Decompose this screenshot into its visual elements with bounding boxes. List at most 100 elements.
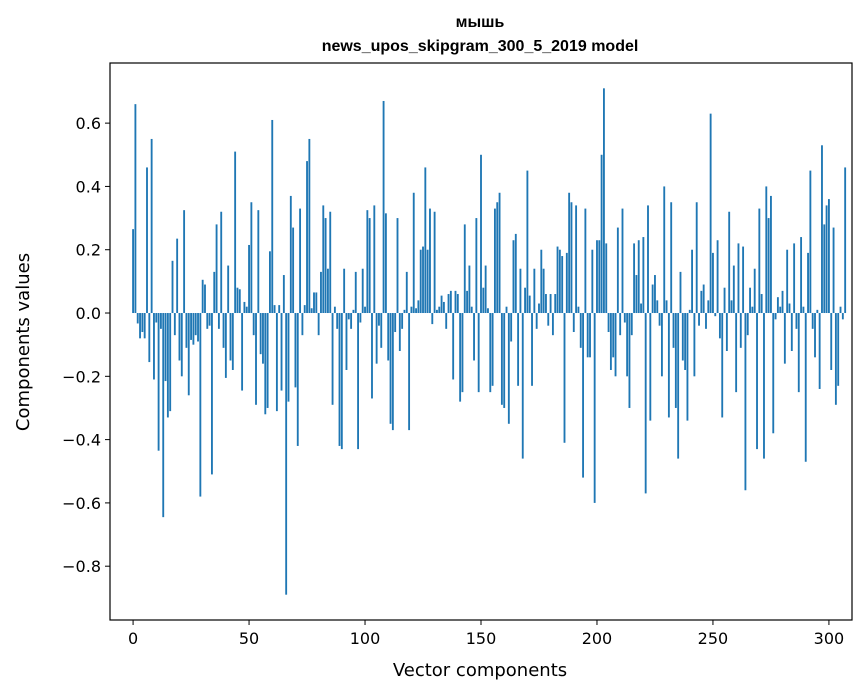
- bar: [746, 313, 749, 336]
- bar: [538, 303, 540, 314]
- bar: [507, 313, 510, 424]
- bar: [505, 306, 508, 314]
- bar: [336, 313, 339, 329]
- bar: [753, 268, 756, 314]
- bar: [452, 313, 455, 380]
- bar: [192, 313, 195, 345]
- bar: [721, 313, 724, 418]
- bar: [577, 306, 580, 314]
- bar: [811, 313, 814, 329]
- bar: [378, 313, 380, 326]
- bar: [287, 313, 290, 402]
- bar: [217, 313, 220, 329]
- bar: [266, 313, 269, 408]
- bar: [570, 202, 573, 314]
- bar: [825, 205, 828, 314]
- bar: [280, 313, 283, 391]
- bar: [285, 313, 288, 595]
- bar: [790, 313, 793, 351]
- bar: [146, 167, 148, 314]
- bar: [839, 306, 842, 314]
- bar: [837, 313, 840, 386]
- y-tick-label: −0.4: [62, 431, 101, 450]
- bar: [350, 313, 353, 329]
- bar: [674, 313, 677, 408]
- bar: [781, 290, 784, 314]
- bar: [779, 306, 782, 314]
- bar: [714, 313, 717, 317]
- bar: [818, 313, 821, 389]
- bar: [173, 313, 176, 336]
- plot-frame: [109, 62, 853, 621]
- bar: [352, 309, 355, 314]
- bar: [475, 218, 478, 314]
- bar: [166, 313, 169, 418]
- bar: [535, 313, 538, 329]
- bar: [725, 313, 728, 351]
- bar: [786, 249, 789, 314]
- y-tick-label: −0.6: [62, 494, 101, 513]
- bar: [767, 218, 770, 314]
- bar: [691, 249, 693, 314]
- bar: [366, 210, 369, 314]
- bar: [410, 306, 413, 314]
- bar: [227, 265, 230, 314]
- bar: [510, 313, 513, 342]
- bar: [408, 313, 411, 431]
- bar: [751, 306, 754, 314]
- x-tick-label: 300: [814, 629, 845, 648]
- bar: [591, 249, 594, 314]
- bar: [814, 313, 816, 358]
- bar: [157, 313, 160, 451]
- bar: [809, 170, 812, 314]
- bar: [449, 290, 452, 314]
- bar: [556, 246, 559, 314]
- bar: [248, 244, 250, 314]
- bar: [136, 313, 139, 324]
- bar: [612, 313, 615, 358]
- bar: [487, 308, 489, 314]
- bar: [473, 313, 475, 361]
- bar: [804, 313, 807, 462]
- bar: [549, 294, 552, 314]
- bar: [296, 313, 299, 446]
- bar: [382, 100, 385, 314]
- bar: [496, 202, 499, 314]
- bar: [419, 249, 422, 314]
- bar: [526, 170, 529, 314]
- bar: [361, 268, 364, 314]
- bar: [303, 305, 306, 314]
- bar: [176, 238, 179, 314]
- bar: [132, 229, 135, 314]
- x-axis-label: Vector components: [393, 660, 567, 681]
- bar: [169, 313, 172, 412]
- bar: [705, 313, 707, 329]
- bar: [250, 202, 253, 314]
- bar: [275, 313, 278, 412]
- bar: [770, 195, 772, 314]
- bar: [187, 313, 190, 396]
- bar: [164, 313, 167, 382]
- bar: [616, 227, 619, 314]
- bar: [500, 313, 503, 405]
- chart-title-line1: мышь: [456, 14, 505, 31]
- bar: [299, 208, 302, 314]
- bar: [461, 313, 464, 393]
- bar: [440, 295, 443, 314]
- bar: [681, 313, 684, 361]
- bar: [259, 313, 262, 355]
- bar: [519, 268, 522, 314]
- bar: [605, 243, 608, 314]
- bar: [763, 313, 765, 459]
- bar: [231, 313, 234, 370]
- bar: [204, 284, 206, 314]
- bar: [466, 290, 469, 314]
- bar: [396, 218, 399, 314]
- bar: [373, 205, 376, 314]
- bar: [542, 268, 545, 314]
- bar: [563, 313, 566, 443]
- bar: [429, 208, 431, 314]
- bar: [190, 313, 192, 340]
- bar: [758, 208, 761, 314]
